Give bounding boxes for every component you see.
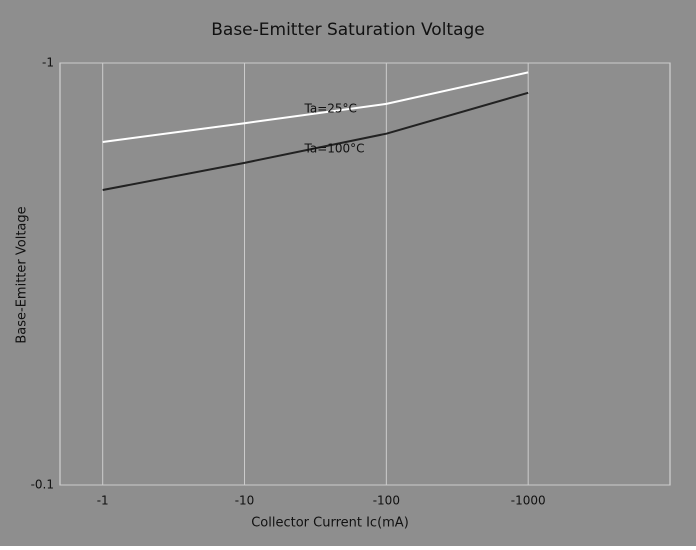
background	[0, 0, 696, 546]
chart: Base-Emitter Saturation Voltage Collecto…	[0, 0, 696, 546]
y-tick-label: -0.1	[31, 478, 54, 492]
x-tick-label: -10	[235, 494, 255, 508]
series-label: Ta=100°C	[304, 141, 365, 155]
chart-title: Base-Emitter Saturation Voltage	[211, 20, 485, 40]
x-tick-label: -1000	[511, 494, 546, 508]
x-axis-label: Collector Current Ic(mA)	[251, 516, 409, 531]
x-tick-label: -1	[97, 494, 109, 508]
y-tick-label: -1	[42, 56, 54, 70]
y-axis-label: Base-Emitter Voltage	[15, 206, 30, 343]
x-tick-label: -100	[373, 494, 400, 508]
series-label: Ta=25°C	[304, 102, 357, 116]
